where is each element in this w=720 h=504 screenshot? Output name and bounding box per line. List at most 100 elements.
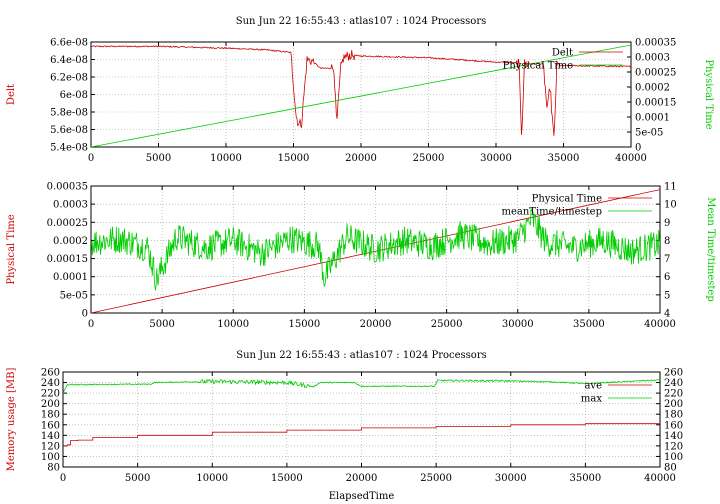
x-tick-label: 20000 [346, 473, 378, 484]
x-tick-label: 5000 [125, 473, 150, 484]
y1-tick-label: 120 [41, 441, 60, 452]
x-tick-label: 0 [88, 319, 94, 330]
x-tick-label: 35000 [569, 473, 601, 484]
y2-tick-label: 0.0001 [635, 113, 670, 124]
x-tick-label: 0 [60, 473, 66, 484]
y1-tick-label: 5.4e-08 [50, 143, 88, 154]
y1-axis-label: Physical Time [6, 214, 17, 284]
y1-tick-label: 180 [41, 410, 60, 421]
x-tick-label: 5000 [146, 153, 171, 164]
y1-tick-label: 5.8e-08 [50, 108, 88, 119]
y1-tick-label: 6.6e-08 [50, 38, 88, 49]
x-tick-label: 40000 [644, 473, 676, 484]
legend-label-physical-time: Physical Time [532, 194, 602, 205]
series-line-meantime-timestep [91, 208, 660, 291]
series-line-ave [63, 422, 660, 447]
x-tick-label: 15000 [271, 473, 303, 484]
x-tick-label: 15000 [278, 153, 310, 164]
x-tick-label: 10000 [210, 153, 242, 164]
y1-tick-label: 80 [47, 463, 60, 474]
y1-tick-label: 0.0002 [53, 236, 88, 247]
legend-label-ave: ave [584, 381, 602, 392]
x-tick-label: 20000 [345, 153, 377, 164]
x-tick-label: 25000 [431, 319, 463, 330]
y2-tick-label: 0.0002 [635, 83, 670, 94]
legend-label-max: max [581, 394, 602, 405]
y1-tick-label: 140 [41, 431, 60, 442]
y1-tick-label: 6e-08 [60, 90, 88, 101]
x-tick-label: 40000 [615, 153, 647, 164]
y1-tick-label: 0.00015 [47, 254, 88, 265]
y2-tick-label: 160 [664, 420, 683, 431]
y2-tick-label: 4 [664, 309, 670, 320]
x-tick-label: 0 [88, 153, 94, 164]
y1-tick-label: 220 [41, 389, 60, 400]
x-tick-label: 25000 [420, 473, 452, 484]
y2-tick-label: 0.00025 [635, 68, 676, 79]
y2-tick-label: 9 [664, 218, 670, 229]
legend-label-physical-time: Physical Time [503, 61, 573, 72]
y1-tick-label: 0.00025 [47, 218, 88, 229]
series-line-physical-time [91, 44, 631, 147]
y1-tick-label: 0 [82, 309, 88, 320]
y2-tick-label: 5e-05 [635, 128, 663, 139]
chart-title: Sun Jun 22 16:55:43 : atlas107 : 1024 Pr… [236, 350, 486, 361]
chart-title: Sun Jun 22 16:55:43 : atlas107 : 1024 Pr… [236, 16, 486, 27]
y1-tick-label: 0.0003 [53, 200, 88, 211]
x-tick-label: 10000 [217, 319, 249, 330]
x-tick-label: 30000 [480, 153, 512, 164]
series-line-physical-time [91, 189, 660, 313]
legend-label-meantime-timestep: meanTime/timestep [501, 207, 602, 218]
y1-tick-label: 100 [41, 452, 60, 463]
y1-tick-label: 5.6e-08 [50, 125, 88, 136]
y2-tick-label: 0 [635, 143, 641, 154]
y2-tick-label: 100 [664, 452, 683, 463]
x-tick-label: 10000 [196, 473, 228, 484]
y2-tick-label: 11 [664, 182, 677, 193]
panel-memory-usage: Sun Jun 22 16:55:43 : atlas107 : 1024 Pr… [6, 350, 683, 502]
y2-tick-label: 200 [664, 399, 683, 410]
y2-tick-label: 5 [664, 290, 670, 301]
y1-tick-label: 240 [41, 378, 60, 389]
y2-tick-label: 120 [664, 441, 683, 452]
y2-tick-label: 240 [664, 378, 683, 389]
y2-tick-label: 140 [664, 431, 683, 442]
x-tick-label: 30000 [502, 319, 534, 330]
y2-tick-label: 0.00015 [635, 98, 676, 109]
x-tick-label: 20000 [360, 319, 392, 330]
x-tick-label: 40000 [644, 319, 676, 330]
y1-axis-label: Delt [6, 84, 17, 105]
y1-tick-label: 6.4e-08 [50, 55, 88, 66]
y1-tick-label: 6.2e-08 [50, 73, 88, 84]
y2-tick-label: 0.0003 [635, 53, 670, 64]
y1-tick-label: 5e-05 [60, 290, 88, 301]
x-tick-label: 35000 [573, 319, 605, 330]
panel-physical-time-mean-timestep: 0 5000 10000 15000 20000 25000 30000 35000 40000… [6, 182, 716, 331]
y2-tick-label: 0.00035 [635, 38, 676, 49]
y1-tick-label: 0.00035 [47, 182, 88, 193]
legend-label-delt: Delt [552, 48, 573, 59]
y2-tick-label: 10 [664, 200, 677, 211]
y1-tick-label: 260 [41, 368, 60, 379]
y2-tick-label: 8 [664, 236, 670, 247]
series-line-max [63, 378, 660, 394]
y2-axis-label: Mean Time/timestep [705, 197, 716, 301]
y2-tick-label: 7 [664, 254, 670, 265]
y1-tick-label: 160 [41, 420, 60, 431]
y2-tick-label: 220 [664, 389, 683, 400]
series-line-delt [91, 45, 631, 136]
y2-tick-label: 80 [664, 463, 677, 474]
x-axis-label: ElapsedTime [329, 491, 395, 502]
panel-delt-physical-time: Sun Jun 22 16:55:43 : atlas107 : 1024 Pr… [6, 16, 714, 164]
y2-tick-label: 260 [664, 368, 683, 379]
x-tick-label: 25000 [413, 153, 445, 164]
y1-axis-label: Memory usage [MB] [6, 368, 17, 472]
y2-tick-label: 6 [664, 272, 670, 283]
y2-tick-label: 180 [664, 410, 683, 421]
x-tick-label: 30000 [495, 473, 527, 484]
y1-tick-label: 0.0001 [53, 272, 88, 283]
y1-tick-label: 200 [41, 399, 60, 410]
x-tick-label: 5000 [149, 319, 174, 330]
x-tick-label: 15000 [288, 319, 320, 330]
